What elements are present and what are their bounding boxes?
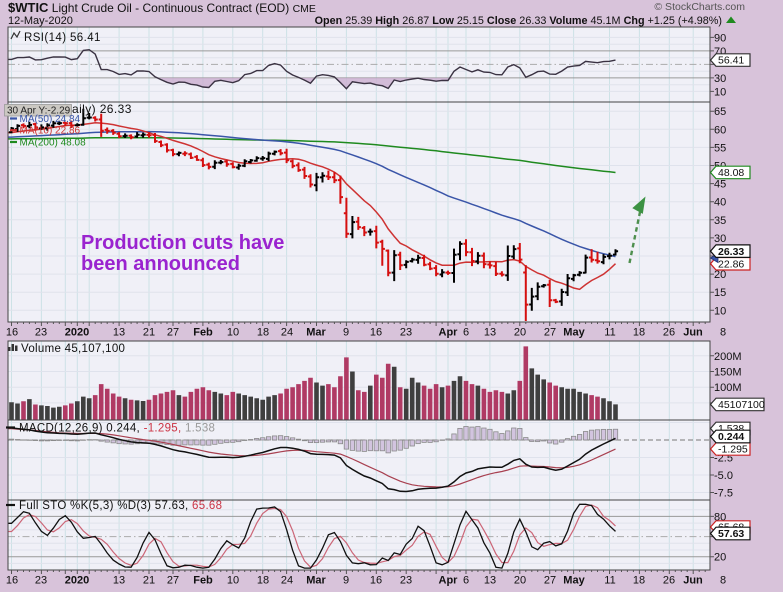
svg-text:24: 24 [281,575,293,587]
svg-text:MACD(12,26,9) 0.244, -1.295, 1: MACD(12,26,9) 0.244, -1.295, 1.538 [19,423,215,435]
svg-text:9: 9 [343,327,349,339]
svg-text:6: 6 [463,575,469,587]
svg-text:48.08: 48.08 [718,167,744,179]
svg-text:60: 60 [714,124,726,136]
svg-text:6: 6 [463,327,469,339]
svg-text:10: 10 [714,86,726,98]
svg-text:21: 21 [143,575,155,587]
svg-text:Volume 45,107,100: Volume 45,107,100 [21,343,125,355]
svg-text:23: 23 [35,575,47,587]
svg-text:11: 11 [604,575,615,587]
svg-text:May: May [563,575,585,587]
svg-text:© StockCharts.com: © StockCharts.com [654,1,745,13]
svg-text:27: 27 [167,575,179,587]
svg-text:20: 20 [714,552,726,564]
svg-text:13: 13 [113,327,125,339]
svg-text:150M: 150M [714,367,742,379]
svg-text:35: 35 [714,215,726,227]
svg-text:20: 20 [714,269,726,281]
svg-text:-7.5: -7.5 [714,488,733,500]
svg-text:10: 10 [227,327,239,339]
svg-text:Full STO %K(5,3) %D(3) 57.63,: Full STO %K(5,3) %D(3) 57.63, 65.68 [19,500,222,512]
svg-text:MA(10) 22.86: MA(10) 22.86 [20,126,81,137]
svg-text:2020: 2020 [65,575,89,587]
svg-text:$WTIC Light Crude Oil - Contin: $WTIC Light Crude Oil - Continuous Contr… [8,0,316,15]
svg-text:27: 27 [544,327,556,339]
svg-text:56.41: 56.41 [718,55,744,67]
svg-text:45107100: 45107100 [718,399,765,411]
svg-text:23: 23 [400,575,412,587]
svg-text:been announced: been announced [81,253,240,275]
svg-text:-5.0: -5.0 [714,470,733,482]
svg-text:13: 13 [484,575,496,587]
svg-text:MA(50) 24.84: MA(50) 24.84 [20,114,81,125]
svg-text:18: 18 [633,327,645,339]
svg-text:-1.295: -1.295 [718,444,748,456]
svg-text:45: 45 [714,179,726,191]
svg-text:May: May [563,327,585,339]
svg-text:24: 24 [281,327,293,339]
svg-text:100M: 100M [714,382,742,394]
svg-text:0.244: 0.244 [718,431,744,443]
svg-text:Jun: Jun [683,327,703,339]
svg-text:23: 23 [35,327,47,339]
svg-text:Feb: Feb [193,327,213,339]
svg-text:Jun: Jun [683,575,703,587]
svg-text:27: 27 [167,327,179,339]
svg-text:90: 90 [714,32,726,44]
svg-text:Mar: Mar [306,327,326,339]
svg-text:13: 13 [484,327,496,339]
svg-text:16: 16 [6,575,18,587]
svg-text:8: 8 [720,575,726,587]
svg-text:65: 65 [714,106,726,118]
svg-text:18: 18 [633,575,645,587]
svg-text:Feb: Feb [193,575,213,587]
svg-text:Apr: Apr [439,327,459,339]
svg-text:12-May-2020: 12-May-2020 [8,15,73,27]
svg-text:Mar: Mar [306,575,326,587]
svg-text:8: 8 [720,327,726,339]
svg-text:aily) 26.33: aily) 26.33 [72,102,132,116]
svg-text:20: 20 [514,575,526,587]
svg-text:11: 11 [604,327,615,339]
svg-text:16: 16 [370,327,382,339]
svg-text:40: 40 [714,197,726,209]
svg-text:Apr: Apr [439,575,459,587]
svg-text:21: 21 [143,327,155,339]
svg-text:18: 18 [257,575,269,587]
svg-text:200M: 200M [714,351,742,363]
svg-text:20: 20 [514,327,526,339]
svg-text:MA(200) 48.08: MA(200) 48.08 [20,138,87,149]
svg-text:16: 16 [370,575,382,587]
svg-text:18: 18 [257,327,269,339]
svg-text:22.86: 22.86 [718,258,744,270]
svg-text:9: 9 [343,575,349,587]
svg-text:30: 30 [714,73,726,85]
svg-text:Production cuts have: Production cuts have [81,232,284,254]
svg-text:RSI(14) 56.41: RSI(14) 56.41 [24,32,101,44]
svg-text:2020: 2020 [65,327,89,339]
svg-text:10: 10 [227,575,239,587]
svg-text:26.33: 26.33 [718,246,744,258]
svg-text:55: 55 [714,142,726,154]
svg-text:26: 26 [663,327,675,339]
svg-text:30: 30 [714,233,726,245]
svg-text:15: 15 [714,287,726,299]
svg-text:26: 26 [663,575,675,587]
svg-text:57.63: 57.63 [718,528,744,540]
svg-text:27: 27 [544,575,556,587]
svg-text:16: 16 [6,327,18,339]
svg-text:13: 13 [113,575,125,587]
svg-text:10: 10 [714,305,726,317]
svg-text:Open 25.39 High 26.87 Low 25.1: Open 25.39 High 26.87 Low 25.15 Close 26… [315,15,722,27]
svg-text:23: 23 [400,327,412,339]
